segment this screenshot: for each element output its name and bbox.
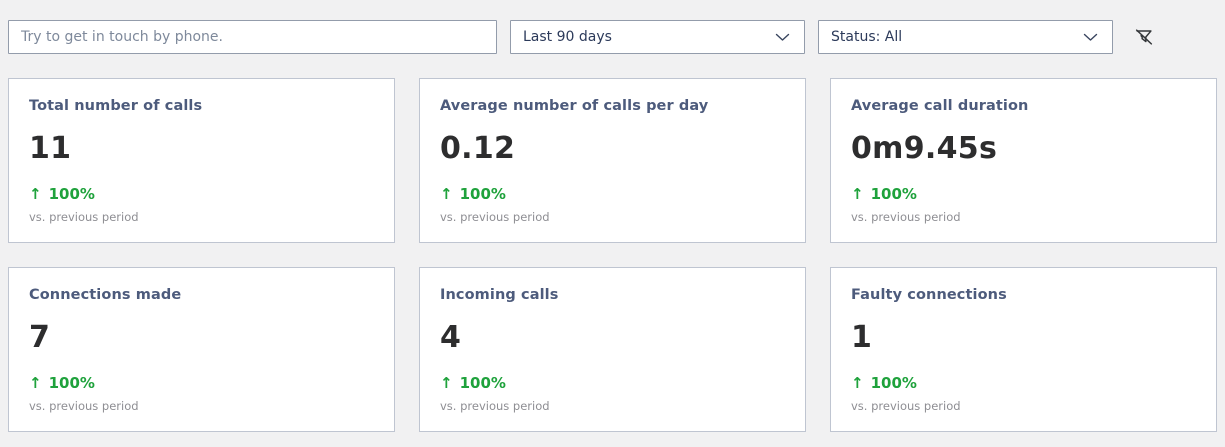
stat-card-title: Faulty connections [851, 287, 1007, 303]
stat-card-note: vs. previous period [29, 210, 139, 224]
stat-card-trend: ↑ 100% [851, 374, 1196, 392]
stat-card-title: Average number of calls per day [440, 98, 709, 114]
stat-card-change: 100% [459, 374, 506, 392]
stat-card-trend: ↑ 100% [440, 185, 785, 203]
stats-grid: Total number of calls 11 ↑ 100% vs. prev… [8, 78, 1217, 432]
chevron-down-icon [775, 33, 790, 42]
stat-card-faulty-connections: Faulty connections 1 ↑ 100% vs. previous… [830, 267, 1217, 432]
stat-card-note: vs. previous period [851, 399, 961, 413]
date-range-dropdown[interactable]: Last 90 days [510, 20, 805, 54]
stat-card-connections-made: Connections made 7 ↑ 100% vs. previous p… [8, 267, 395, 432]
stat-card-trend: ↑ 100% [29, 185, 374, 203]
stat-card-title: Connections made [29, 287, 182, 303]
trend-up-arrow-icon: ↑ [440, 185, 453, 203]
trend-up-arrow-icon: ↑ [851, 185, 864, 203]
stat-card-change: 100% [48, 374, 95, 392]
stat-card-note: vs. previous period [440, 399, 550, 413]
trend-up-arrow-icon: ↑ [29, 374, 42, 392]
trend-up-arrow-icon: ↑ [29, 185, 42, 203]
stat-card-trend: ↑ 100% [440, 374, 785, 392]
trend-up-arrow-icon: ↑ [440, 374, 453, 392]
stat-card-change: 100% [48, 185, 95, 203]
status-dropdown[interactable]: Status: All [818, 20, 1113, 54]
stat-card-change: 100% [459, 185, 506, 203]
search-input[interactable] [8, 20, 497, 54]
stat-card-value: 11 [29, 131, 72, 166]
stat-card-avg-calls-per-day: Average number of calls per day 0.12 ↑ 1… [419, 78, 806, 243]
stat-card-value: 0m9.45s [851, 131, 998, 166]
filter-off-icon [1133, 26, 1155, 51]
clear-filters-button[interactable] [1129, 23, 1159, 53]
stat-card-total-calls: Total number of calls 11 ↑ 100% vs. prev… [8, 78, 395, 243]
stat-card-title: Average call duration [851, 98, 1029, 114]
stat-card-value: 0.12 [440, 131, 516, 166]
stat-card-note: vs. previous period [440, 210, 550, 224]
stat-card-trend: ↑ 100% [851, 185, 1196, 203]
stat-card-change: 100% [870, 185, 917, 203]
stat-card-trend: ↑ 100% [29, 374, 374, 392]
stat-card-change: 100% [870, 374, 917, 392]
stat-card-note: vs. previous period [29, 399, 139, 413]
trend-up-arrow-icon: ↑ [851, 374, 864, 392]
stat-card-avg-call-duration: Average call duration 0m9.45s ↑ 100% vs.… [830, 78, 1217, 243]
stat-card-value: 1 [851, 320, 873, 355]
chevron-down-icon [1083, 33, 1098, 42]
stat-card-title: Total number of calls [29, 98, 203, 114]
stat-card-title: Incoming calls [440, 287, 559, 303]
stat-card-value: 7 [29, 320, 51, 355]
status-value: Status: All [831, 29, 903, 45]
stat-card-incoming-calls: Incoming calls 4 ↑ 100% vs. previous per… [419, 267, 806, 432]
stat-card-note: vs. previous period [851, 210, 961, 224]
stat-card-value: 4 [440, 320, 462, 355]
date-range-value: Last 90 days [523, 29, 612, 45]
filter-toolbar: Last 90 days Status: All [8, 20, 1217, 54]
